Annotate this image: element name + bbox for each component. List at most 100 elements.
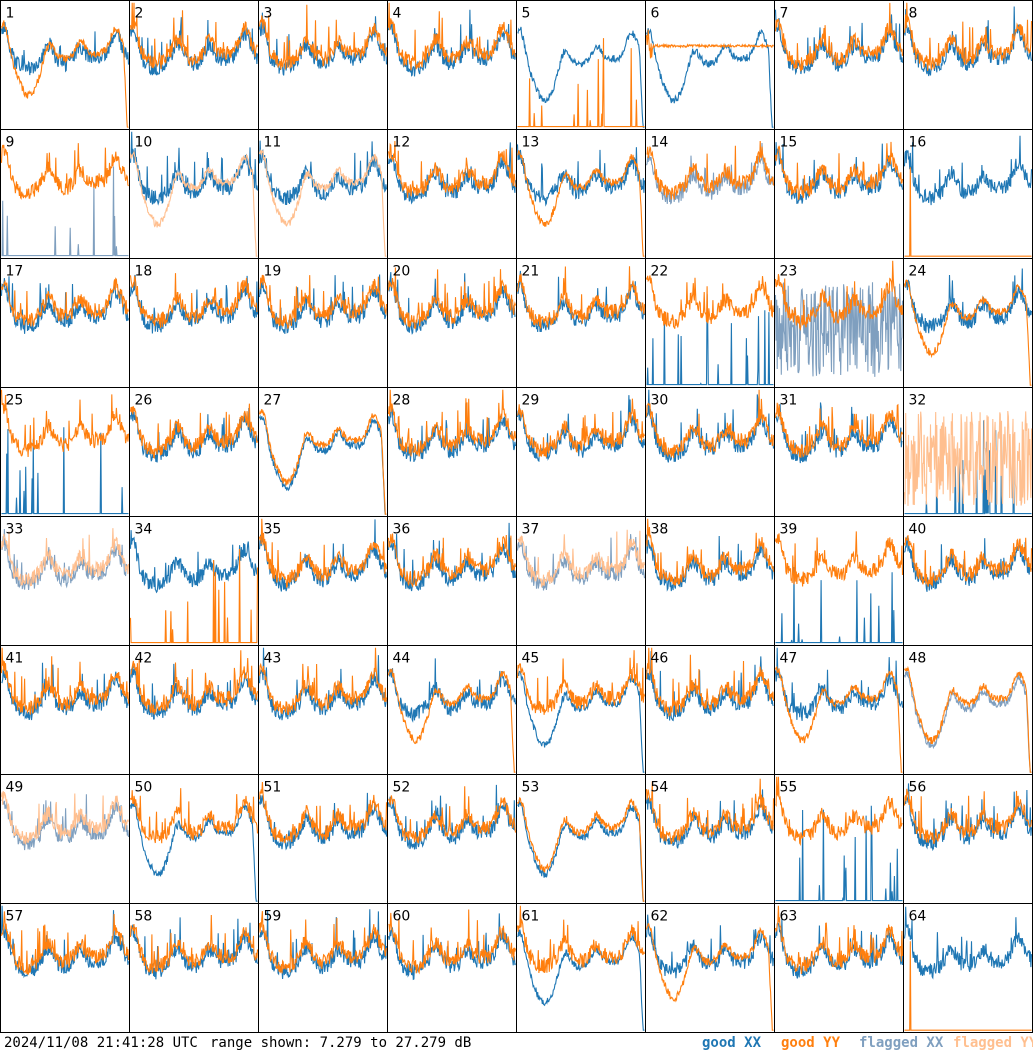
panel-label: 29 — [522, 393, 540, 409]
series-yy — [258, 911, 388, 974]
series-yy — [387, 786, 517, 844]
series-xx — [129, 17, 259, 76]
panel-label: 57 — [6, 909, 24, 925]
series-yy — [774, 260, 904, 331]
series-yy — [517, 38, 645, 128]
series-yy — [774, 141, 904, 200]
panel-5: 5 — [516, 0, 646, 130]
panel-9: 9 — [0, 129, 130, 259]
series-yy — [387, 140, 517, 198]
panel-label: 25 — [6, 393, 24, 409]
panel-42: 42 — [129, 645, 259, 775]
series-yy — [775, 776, 903, 847]
panel-label: 59 — [264, 909, 282, 925]
series-yy — [0, 647, 130, 715]
series-xx — [258, 647, 388, 721]
panel-43: 43 — [258, 645, 388, 775]
series-yy — [516, 266, 646, 329]
panel-8: 8 — [903, 0, 1033, 130]
panel-label: 32 — [909, 393, 927, 409]
series-xx — [903, 906, 1033, 980]
series-xx — [1, 166, 129, 257]
series-xx — [517, 929, 645, 1031]
panel-label: 34 — [135, 522, 153, 538]
legend-flagged-xx: flagged XX — [859, 1035, 944, 1051]
panel-label: 49 — [6, 780, 24, 796]
series-yy — [129, 403, 259, 459]
series-yy — [904, 941, 1032, 1031]
series-yy — [517, 796, 645, 902]
panel-21: 21 — [516, 258, 646, 388]
series-yy — [517, 150, 645, 257]
panel-10: 10 — [129, 129, 259, 259]
series-yy — [1, 20, 129, 128]
panel-label: 11 — [264, 135, 282, 151]
panel-label: 35 — [264, 522, 282, 538]
series-yy — [517, 529, 646, 588]
panel-label: 46 — [651, 651, 669, 667]
panel-label: 41 — [6, 651, 24, 667]
panel-label: 64 — [909, 909, 927, 925]
series-yy — [0, 277, 130, 327]
panel-label: 5 — [522, 6, 531, 22]
series-yy — [259, 274, 388, 329]
legend-good-xx: good XX — [702, 1035, 762, 1051]
panel-64: 64 — [903, 903, 1033, 1033]
panel-14: 14 — [645, 129, 775, 259]
panel-27: 27 — [258, 387, 388, 517]
panel-label: 8 — [909, 6, 918, 22]
series-yy — [774, 2, 904, 72]
panel-label: 44 — [393, 651, 411, 667]
series-yy — [130, 650, 259, 715]
panel-13: 13 — [516, 129, 646, 259]
series-yy — [903, 535, 1033, 587]
series-xx — [645, 28, 774, 128]
panel-45: 45 — [516, 645, 646, 775]
series-yy — [904, 665, 1032, 773]
panel-frame — [516, 387, 646, 517]
panel-30: 30 — [645, 387, 775, 517]
panel-60: 60 — [387, 903, 517, 1033]
panel-frame — [774, 774, 904, 904]
series-xx — [904, 420, 1032, 515]
panel-48: 48 — [903, 645, 1033, 775]
panel-4: 4 — [387, 0, 517, 130]
panel-37: 37 — [516, 516, 646, 646]
series-xx — [258, 140, 388, 206]
panel-label: 13 — [522, 135, 540, 151]
panel-label: 47 — [780, 651, 798, 667]
panel-44: 44 — [387, 645, 517, 775]
series-xx — [903, 670, 1032, 773]
series-yy — [0, 389, 130, 458]
series-yy — [387, 668, 516, 773]
series-yy — [904, 167, 1032, 257]
series-yy — [258, 148, 387, 257]
series-yy — [387, 533, 517, 588]
series-xx — [645, 651, 774, 722]
panel-label: 33 — [6, 522, 24, 538]
series-xx — [387, 142, 517, 205]
panel-label: 17 — [6, 264, 24, 280]
series-yy — [903, 788, 1033, 845]
panel-frame — [0, 387, 130, 517]
series-yy — [388, 909, 517, 975]
panel-56: 56 — [903, 774, 1033, 904]
panel-label: 62 — [651, 909, 669, 925]
series-xx — [774, 402, 903, 464]
series-yy — [903, 2, 1033, 71]
panel-38: 38 — [645, 516, 775, 646]
panel-15: 15 — [774, 129, 904, 259]
series-xx — [645, 789, 774, 849]
panel-label: 1 — [6, 6, 15, 22]
footer-bar: 2024/11/08 21:41:28 UTC range shown: 7.2… — [0, 1033, 1033, 1053]
panel-58: 58 — [129, 903, 259, 1033]
series-xx — [1, 427, 129, 515]
panel-23: 23 — [774, 258, 904, 388]
panel-22: 22 — [645, 258, 775, 388]
series-yy — [0, 790, 130, 845]
panel-label: 7 — [780, 6, 789, 22]
panel-label: 20 — [393, 264, 411, 280]
series-xx — [774, 647, 904, 721]
panel-53: 53 — [516, 774, 646, 904]
panel-label: 55 — [780, 780, 798, 796]
